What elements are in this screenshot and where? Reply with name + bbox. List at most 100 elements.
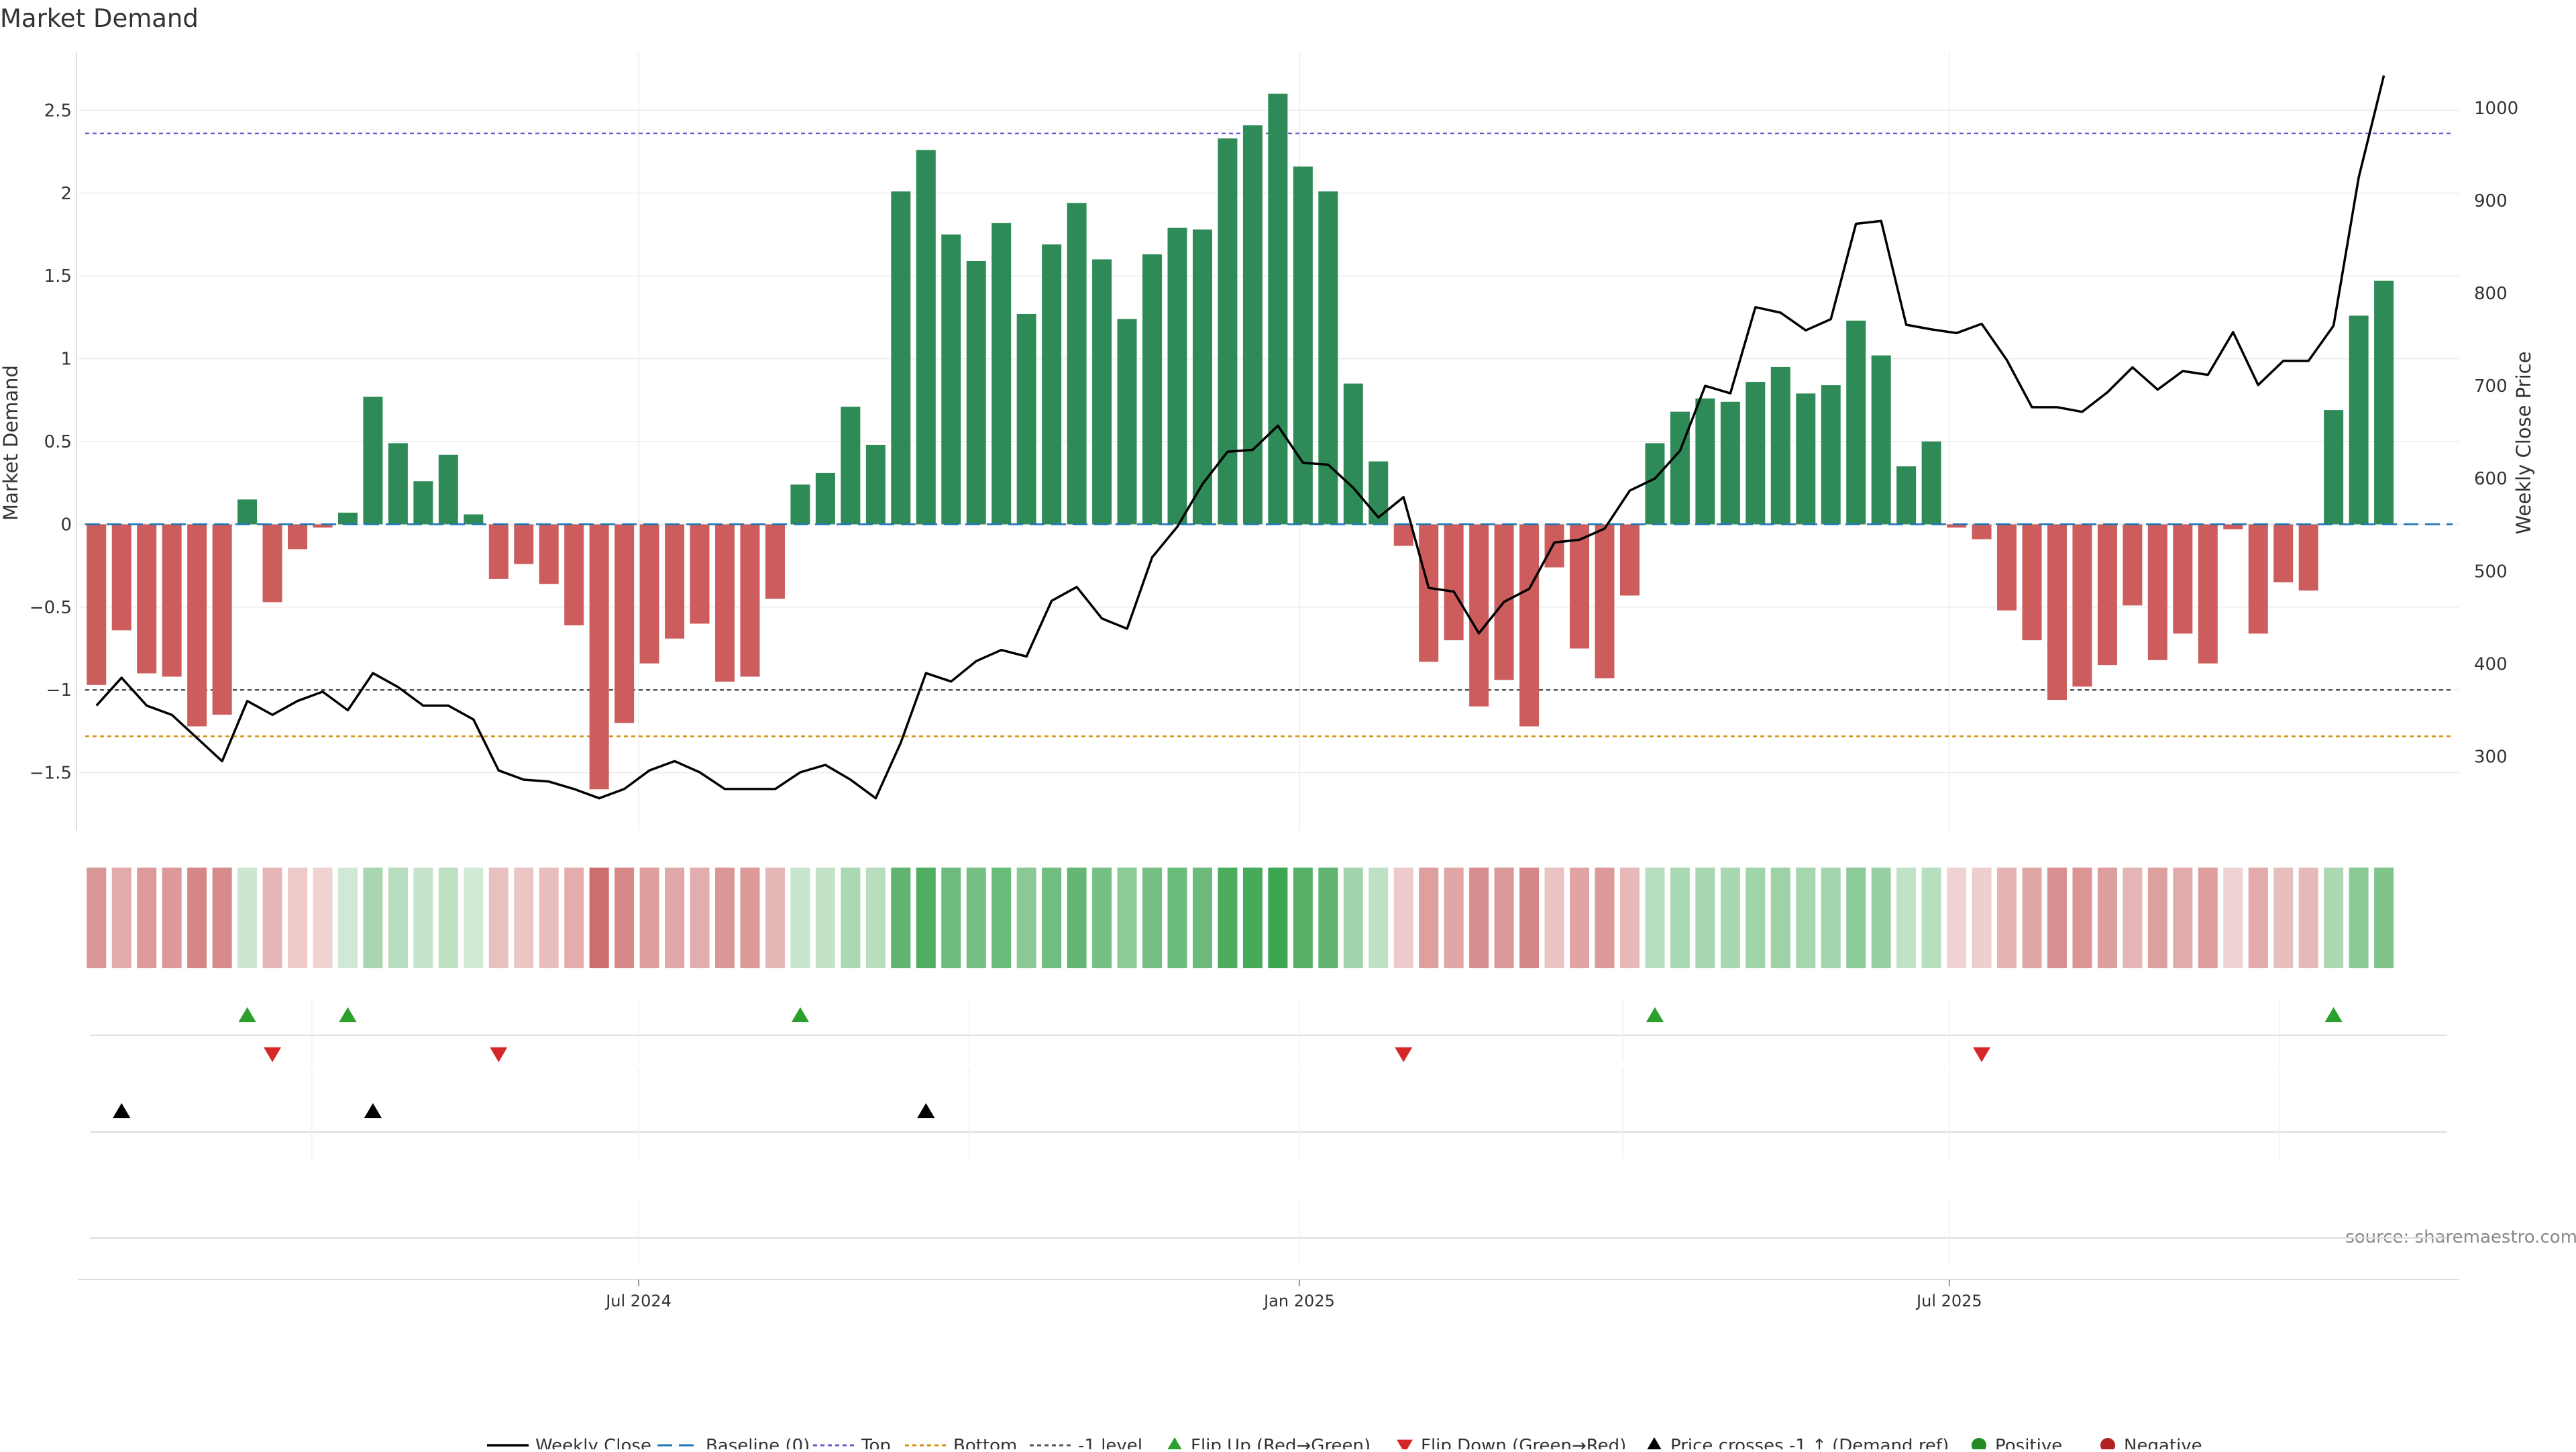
demand-bar bbox=[2324, 410, 2344, 525]
demand-strip-cell bbox=[1293, 868, 1313, 968]
demand-strip-cell bbox=[1695, 868, 1715, 968]
legend-swatch-positive bbox=[1972, 1438, 1986, 1452]
demand-strip-cell bbox=[1067, 868, 1087, 968]
demand-bar bbox=[262, 524, 282, 603]
demand-strip-cell bbox=[1921, 868, 1941, 968]
legend-label-flip-up: Flip Up (Red→Green) bbox=[1191, 1436, 1371, 1449]
demand-bar bbox=[891, 191, 911, 525]
x-tick-label: Jul 2025 bbox=[1915, 1292, 1982, 1310]
x-tick-label: Jul 2024 bbox=[604, 1292, 672, 1310]
demand-strip-cell bbox=[1167, 868, 1187, 968]
demand-strip-cell bbox=[1318, 868, 1338, 968]
x-axis: Jul 2024 Jan 2025 Jul 2025 bbox=[78, 1279, 2459, 1310]
demand-strip-cell bbox=[865, 868, 885, 968]
demand-strip-cell bbox=[1670, 868, 1690, 968]
demand-strip-cell bbox=[1846, 868, 1866, 968]
demand-bar bbox=[539, 524, 559, 584]
y-tick-label-left: 0.5 bbox=[44, 432, 72, 452]
demand-strip-cell bbox=[614, 868, 635, 968]
demand-bar bbox=[865, 444, 885, 525]
demand-strip-cell bbox=[2047, 868, 2067, 968]
demand-strip-cell bbox=[111, 868, 131, 968]
demand-bar bbox=[1192, 229, 1212, 525]
demand-bar bbox=[966, 260, 986, 525]
demand-bar bbox=[1972, 524, 1992, 539]
demand-bar bbox=[1343, 383, 1363, 525]
demand-bar bbox=[488, 524, 508, 579]
demand-strip-cell bbox=[2374, 868, 2394, 968]
chart-title: Market Demand bbox=[0, 4, 199, 33]
demand-strip-cell bbox=[539, 868, 559, 968]
demand-bar bbox=[1746, 382, 1766, 525]
demand-strip-cell bbox=[363, 868, 383, 968]
legend-label-flip-down: Flip Down (Green→Red) bbox=[1421, 1436, 1626, 1449]
demand-strip-cell bbox=[2173, 868, 2193, 968]
demand-strip-cell bbox=[2022, 868, 2042, 968]
flip-down-marker bbox=[490, 1047, 508, 1062]
demand-bar bbox=[1670, 411, 1690, 525]
demand-strip-cell bbox=[665, 868, 685, 968]
demand-bar bbox=[1042, 244, 1062, 525]
demand-bar bbox=[740, 524, 760, 677]
demand-bar bbox=[1544, 524, 1564, 568]
legend-swatch-negative bbox=[2100, 1438, 2115, 1452]
demand-strip-cell bbox=[589, 868, 609, 968]
demand-bar bbox=[2123, 524, 2143, 606]
demand-bar bbox=[916, 150, 936, 525]
demand-bar bbox=[162, 524, 182, 677]
y-tick-label-left: 2 bbox=[60, 184, 72, 204]
demand-strip-cell bbox=[564, 868, 584, 968]
demand-bar bbox=[1293, 166, 1313, 525]
y-tick-label-right: 1000 bbox=[2474, 99, 2518, 119]
flip-down-marker bbox=[1395, 1047, 1413, 1062]
flip-down-marker bbox=[264, 1047, 282, 1062]
demand-bar bbox=[2022, 524, 2042, 641]
demand-strip-cell bbox=[639, 868, 659, 968]
demand-strip-cell bbox=[1997, 868, 2017, 968]
demand-strip-cell bbox=[790, 868, 810, 968]
demand-bar bbox=[388, 443, 408, 525]
flip-up-marker bbox=[238, 1007, 256, 1023]
demand-bar bbox=[1821, 385, 1841, 525]
demand-bar bbox=[2298, 524, 2318, 591]
demand-bar bbox=[841, 407, 861, 525]
demand-strip-cell bbox=[2097, 868, 2117, 968]
demand-strip-cell bbox=[841, 868, 861, 968]
demand-strip-cell bbox=[1645, 868, 1665, 968]
demand-strip-cell bbox=[1519, 868, 1540, 968]
demand-strip-cell bbox=[1142, 868, 1163, 968]
y-tick-label-left: 1.5 bbox=[44, 266, 72, 287]
demand-bar bbox=[690, 524, 710, 624]
legend-label-price-cross: Price crosses -1 ↑ (Demand ref) bbox=[1670, 1436, 1949, 1449]
axes: −1.5 −1 −0.5 0 0.5 1 1.5 2 2.5 300 400 500 600 700 800… bbox=[30, 52, 2518, 831]
demand-bar bbox=[665, 524, 685, 639]
demand-bar bbox=[589, 524, 609, 790]
demand-strip-cell bbox=[313, 868, 333, 968]
demand-bar bbox=[1947, 524, 1967, 528]
demand-strip-cell bbox=[1268, 868, 1288, 968]
demand-strip-cell bbox=[1746, 868, 1766, 968]
demand-bar bbox=[1368, 461, 1389, 525]
y-tick-label-left: 1 bbox=[60, 350, 72, 370]
demand-bar bbox=[1092, 259, 1112, 525]
demand-strip-cell bbox=[2248, 868, 2268, 968]
demand-strip-cell bbox=[941, 868, 961, 968]
demand-bar bbox=[1796, 393, 1816, 525]
legend-label-negative: Negative bbox=[2124, 1436, 2202, 1449]
demand-strip-cell bbox=[1042, 868, 1062, 968]
demand-strip-cell bbox=[2198, 868, 2218, 968]
demand-strip-cell bbox=[2123, 868, 2143, 968]
y-tick-label-left: −1 bbox=[46, 680, 72, 701]
demand-strip-cell bbox=[1368, 868, 1389, 968]
demand-bar bbox=[1846, 320, 1866, 525]
demand-bar bbox=[288, 524, 308, 550]
demand-bar bbox=[1595, 524, 1615, 678]
weekly-close-line bbox=[95, 75, 2385, 800]
demand-bar bbox=[111, 524, 131, 631]
demand-strip-cell bbox=[2324, 868, 2344, 968]
price-cross-marker bbox=[113, 1103, 131, 1119]
demand-strip-cell bbox=[1419, 868, 1439, 968]
demand-strip-cell bbox=[815, 868, 835, 968]
